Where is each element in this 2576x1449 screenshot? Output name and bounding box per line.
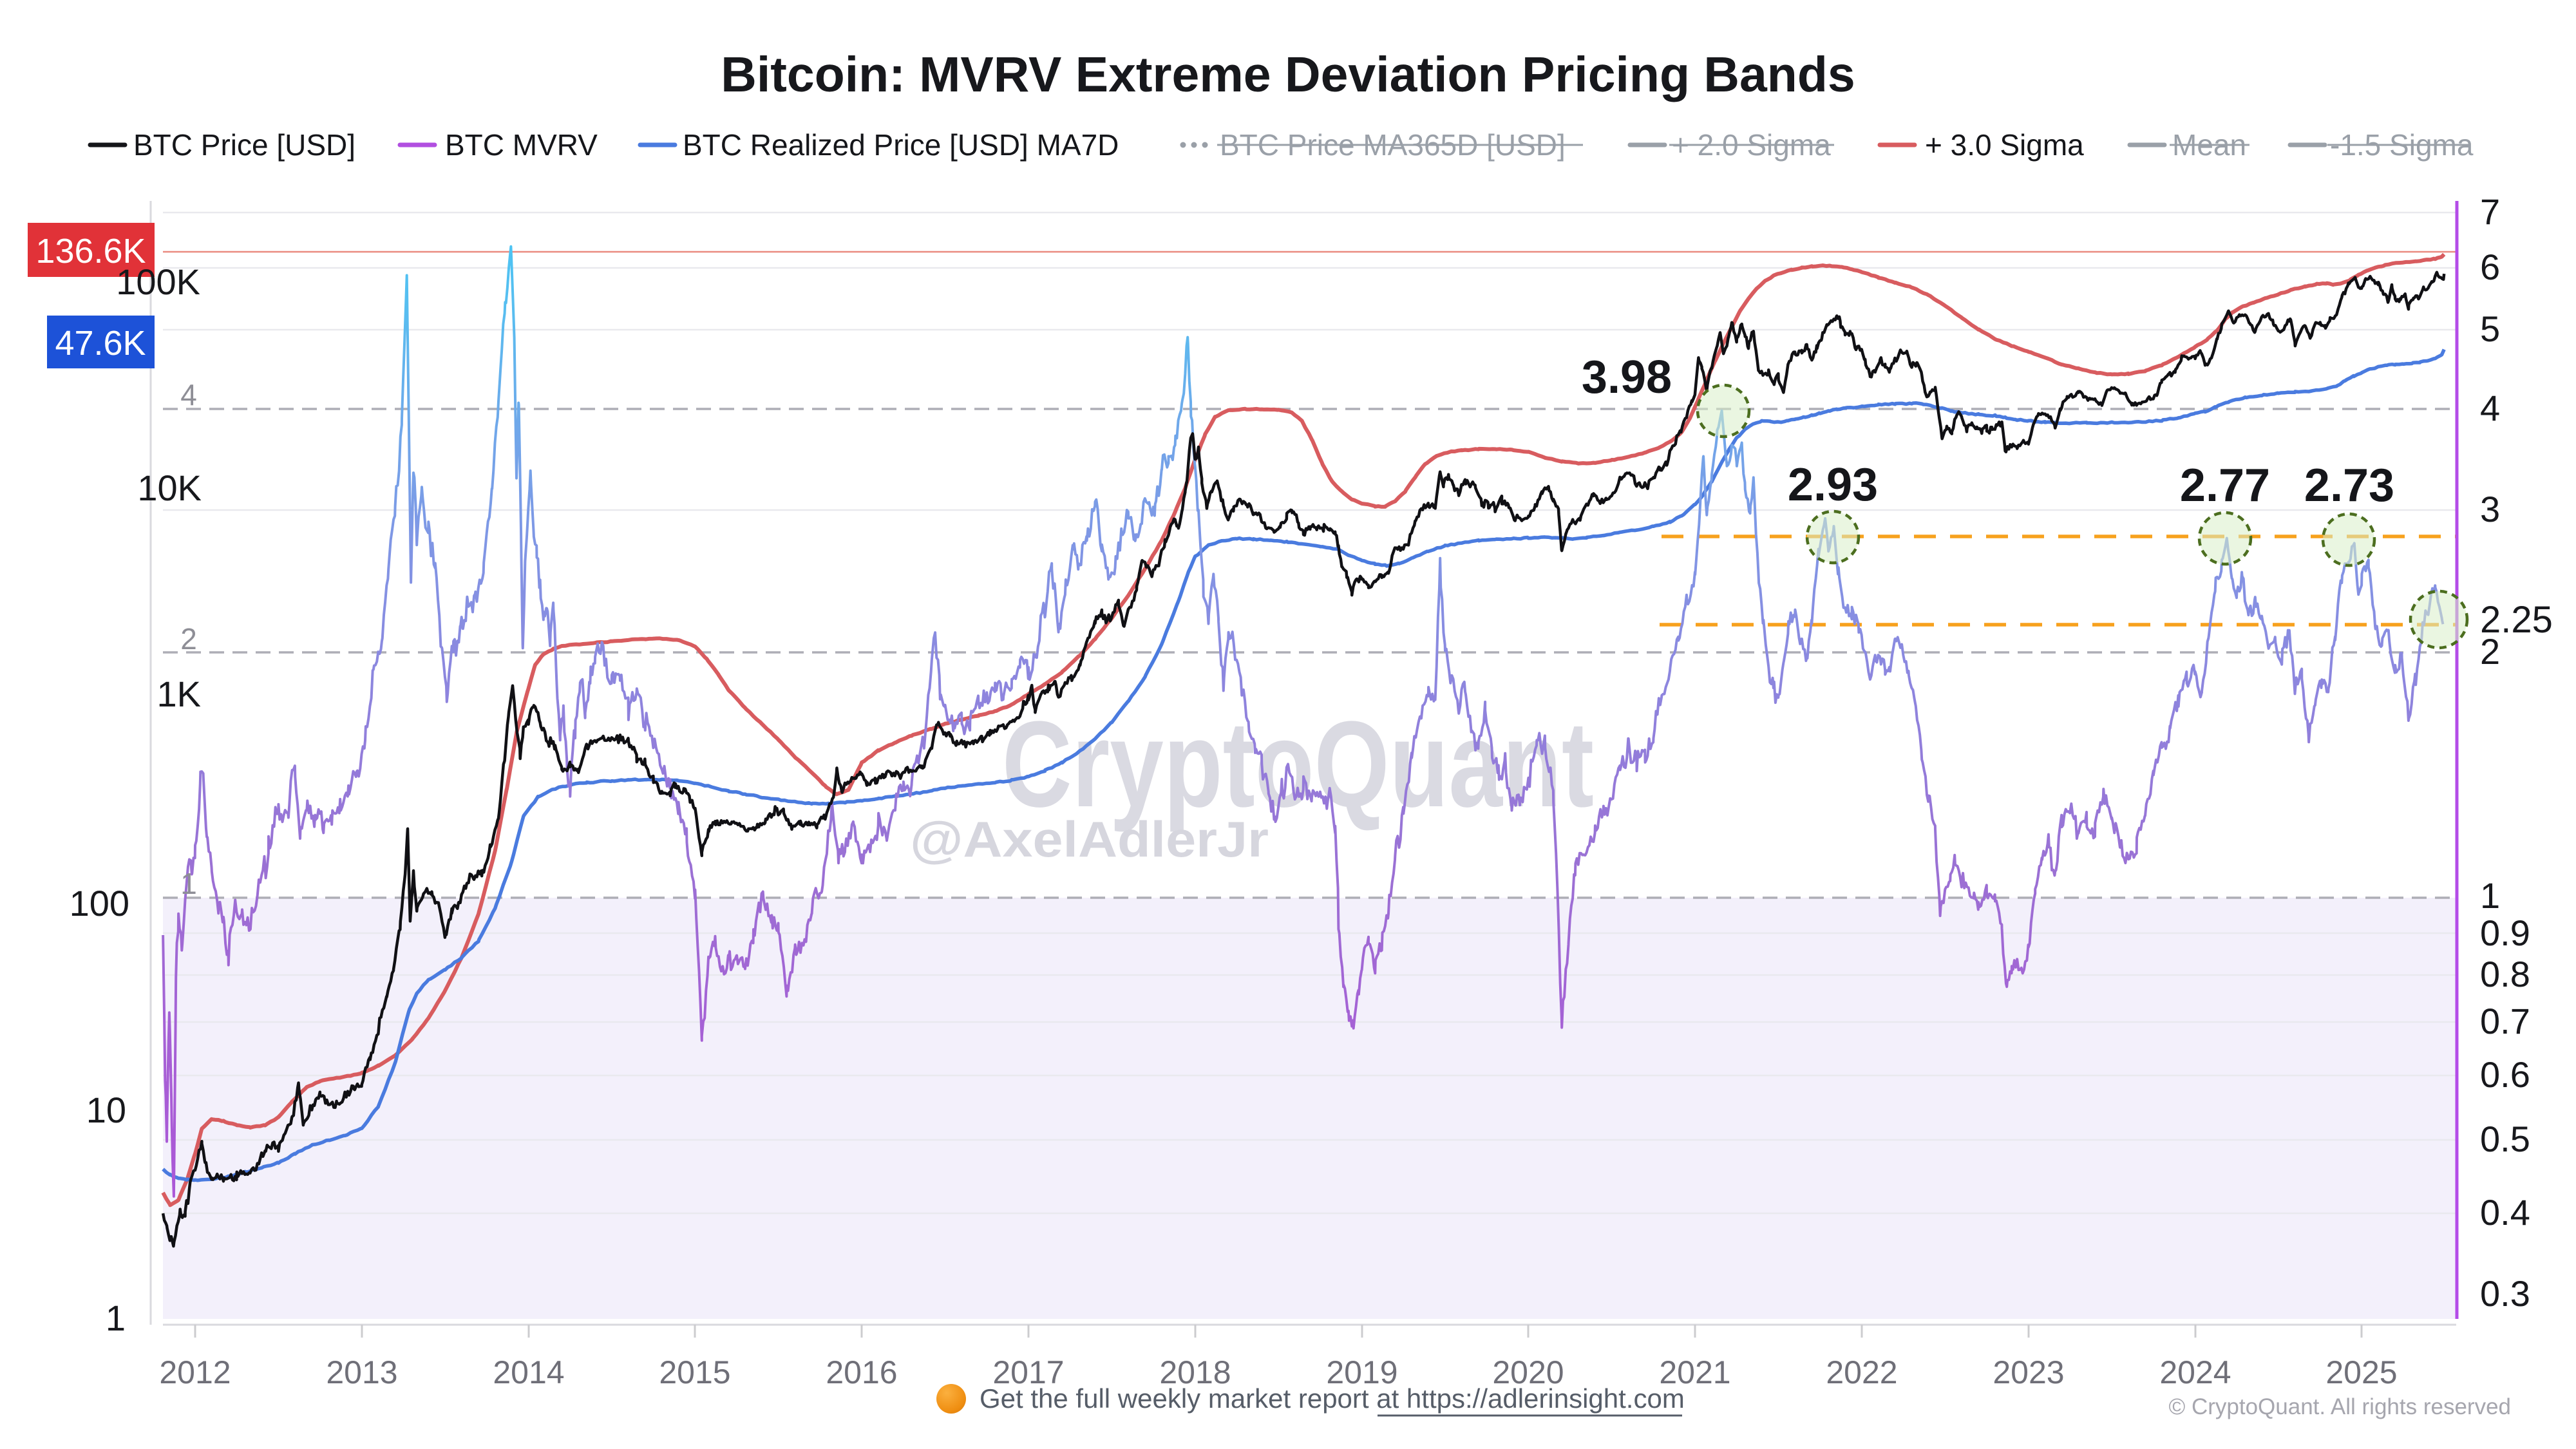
svg-text:@AxelAdlerJr: @AxelAdlerJr [910, 811, 1269, 867]
svg-text:CryptoQuant: CryptoQuant [1002, 696, 1594, 833]
svg-text:0.4: 0.4 [2480, 1192, 2530, 1233]
svg-text:2025: 2025 [2325, 1354, 2397, 1390]
svg-text:2.93: 2.93 [1788, 459, 1878, 511]
svg-text:136.6K: 136.6K [35, 232, 146, 270]
svg-text:2.25: 2.25 [2480, 599, 2553, 641]
svg-text:0.9: 0.9 [2480, 913, 2530, 953]
svg-text:BTC MVRV: BTC MVRV [445, 128, 598, 162]
svg-text:© CryptoQuant. All rights rese: © CryptoQuant. All rights reserved [2168, 1394, 2511, 1419]
svg-text:100: 100 [70, 883, 129, 923]
svg-text:0.5: 0.5 [2480, 1119, 2530, 1159]
svg-text:100K: 100K [116, 261, 200, 302]
svg-text:0.7: 0.7 [2480, 1001, 2530, 1041]
svg-text:BTC Realized Price [USD] MA7D: BTC Realized Price [USD] MA7D [683, 128, 1119, 162]
svg-text:+ 3.0 Sigma: + 3.0 Sigma [1925, 128, 2084, 162]
svg-text:7: 7 [2480, 191, 2500, 232]
svg-text:3.98: 3.98 [1582, 352, 1672, 403]
svg-text:2020: 2020 [1492, 1354, 1564, 1390]
svg-text:2: 2 [180, 622, 197, 656]
svg-text:2.73: 2.73 [2304, 460, 2394, 511]
svg-text:10K: 10K [137, 468, 202, 508]
svg-text:0.6: 0.6 [2480, 1054, 2530, 1095]
svg-text:2018: 2018 [1159, 1354, 1231, 1390]
svg-text:2014: 2014 [493, 1354, 564, 1390]
svg-text:2016: 2016 [826, 1354, 897, 1390]
svg-text:2: 2 [2480, 631, 2500, 672]
svg-text:2013: 2013 [326, 1354, 397, 1390]
svg-text:6: 6 [2480, 247, 2500, 287]
svg-text:0.3: 0.3 [2480, 1273, 2530, 1314]
svg-text:Bitcoin: MVRV Extreme Deviatio: Bitcoin: MVRV Extreme Deviation Pricing … [721, 47, 1855, 102]
svg-text:1: 1 [106, 1298, 126, 1338]
svg-text:1K: 1K [157, 674, 202, 714]
svg-text:2012: 2012 [159, 1354, 231, 1390]
svg-text:1: 1 [2480, 875, 2500, 916]
svg-text:2024: 2024 [2159, 1354, 2231, 1390]
svg-text:2015: 2015 [659, 1354, 730, 1390]
svg-text:4: 4 [180, 378, 197, 412]
svg-text:0.8: 0.8 [2480, 954, 2530, 994]
svg-text:3: 3 [2480, 489, 2500, 529]
svg-text:2019: 2019 [1326, 1354, 1397, 1390]
svg-text:2.77: 2.77 [2180, 460, 2270, 511]
svg-text:2023: 2023 [1993, 1354, 2064, 1390]
svg-text:2017: 2017 [992, 1354, 1064, 1390]
svg-text:2022: 2022 [1826, 1354, 1897, 1390]
svg-text:1: 1 [180, 867, 197, 900]
svg-text:47.6K: 47.6K [55, 324, 146, 363]
svg-text:5: 5 [2480, 308, 2500, 349]
svg-text:Get the full weekly market rep: Get the full weekly market report at htt… [980, 1383, 1685, 1414]
svg-text:2021: 2021 [1659, 1354, 1730, 1390]
svg-text:BTC Price [USD]: BTC Price [USD] [133, 128, 355, 162]
svg-text:4: 4 [2480, 388, 2500, 428]
svg-text:10: 10 [86, 1090, 126, 1130]
